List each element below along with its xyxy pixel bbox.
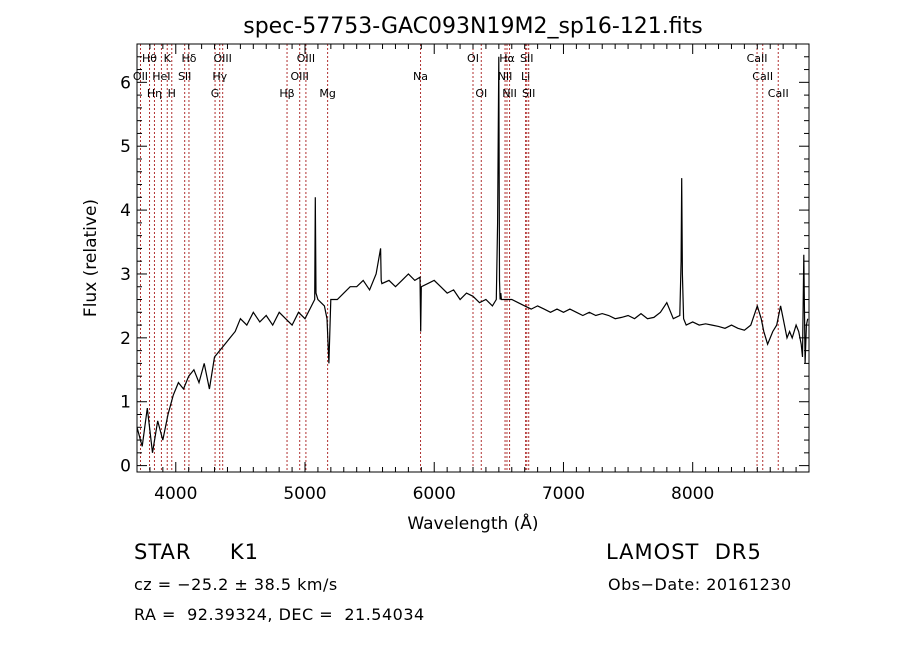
line-label: G — [211, 87, 220, 100]
line-label: CaII — [752, 70, 773, 83]
y-tick-label: 4 — [120, 201, 131, 221]
line-label: OI — [475, 87, 487, 100]
line-label: Hθ — [142, 52, 157, 65]
line-label: OIII — [291, 70, 309, 83]
line-label: OII — [133, 70, 148, 83]
x-tick-label: 6000 — [413, 484, 456, 504]
line-label: K — [164, 52, 172, 65]
line-label: Hη — [147, 87, 162, 100]
line-labels: OIIHθHηHeIKHSIIHδGHγOIIIHβOIIIOIIIMgNaOI… — [133, 52, 789, 100]
x-axis-label: Wavelength (Å) — [407, 512, 538, 534]
x-axis: 4000 5000 6000 7000 8000 — [136, 44, 810, 504]
line-markers — [139, 44, 779, 472]
x-tick-label: 4000 — [154, 484, 197, 504]
line-label: HeI — [152, 70, 170, 83]
y-axis: 0 1 2 3 4 5 6 — [120, 56, 809, 477]
line-label: CaII — [747, 52, 768, 65]
chart-title: spec-57753-GAC093N19M2_sp16-121.fits — [243, 14, 703, 39]
y-tick-label: 5 — [120, 137, 131, 157]
line-label: SII — [520, 52, 533, 65]
line-label: OIII — [297, 52, 315, 65]
spectrum-series-line — [136, 56, 809, 453]
line-label: H — [168, 87, 176, 100]
observation-date: Obs−Date: 20161230 — [608, 575, 792, 594]
line-label: Hδ — [181, 52, 196, 65]
y-tick-label: 2 — [120, 329, 131, 349]
line-label: Hβ — [279, 87, 294, 100]
line-label: NII — [502, 87, 517, 100]
redshift-velocity: cz = −25.2 ± 38.5 km/s — [134, 575, 338, 594]
line-label: OIII — [213, 52, 231, 65]
x-tick-label: 8000 — [671, 484, 714, 504]
y-axis-label: Flux (relative) — [81, 199, 101, 317]
line-label: Hγ — [212, 70, 227, 83]
line-label: SII — [178, 70, 191, 83]
line-label: SII — [522, 87, 535, 100]
line-label: NII — [498, 70, 513, 83]
line-label: Na — [413, 70, 428, 83]
x-tick-label: 7000 — [542, 484, 585, 504]
coordinates: RA = 92.39324, DEC = 21.54034 — [134, 605, 425, 624]
survey-release: LAMOST DR5 — [606, 540, 762, 564]
line-label: CaII — [768, 87, 789, 100]
y-tick-label: 6 — [120, 73, 131, 93]
line-label: Hα — [499, 52, 515, 65]
line-label: Mg — [319, 87, 335, 100]
object-class: STAR K1 — [134, 540, 259, 564]
x-tick-label: 5000 — [283, 484, 326, 504]
y-tick-label: 0 — [120, 457, 131, 477]
y-tick-label: 3 — [120, 265, 131, 285]
line-label: Li — [521, 70, 530, 83]
y-tick-label: 1 — [120, 393, 131, 413]
line-label: OI — [467, 52, 479, 65]
